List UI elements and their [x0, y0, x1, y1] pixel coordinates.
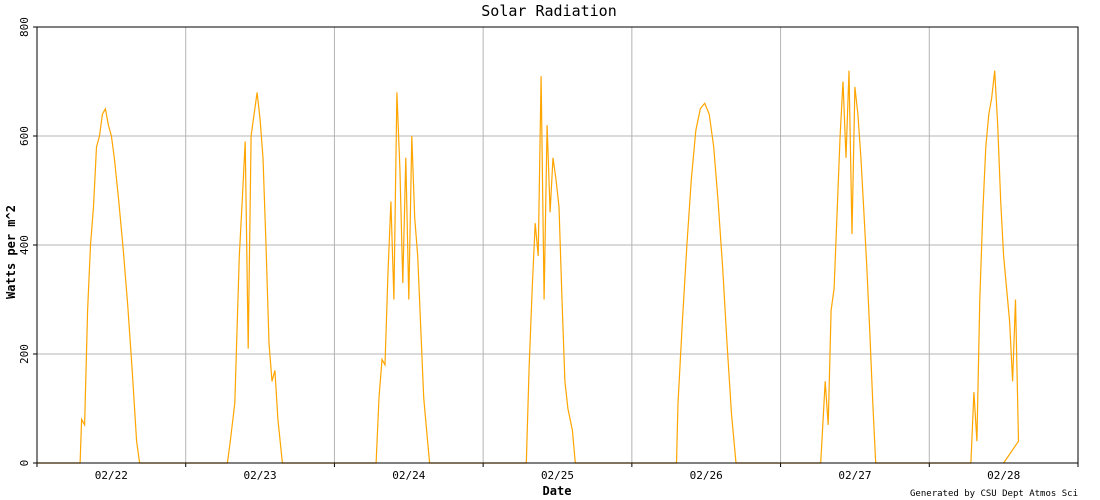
- chart-title: Solar Radiation: [481, 2, 616, 20]
- y-ticks: 0 200 400 600 800: [18, 17, 37, 466]
- x-tick-label: 02/24: [392, 469, 425, 482]
- x-tick-label: 02/28: [987, 469, 1020, 482]
- y-axis-label: Watts per m^2: [4, 205, 18, 299]
- plot-frame: [36, 26, 1079, 464]
- y-tick-label: 600: [18, 126, 31, 146]
- grid-lines: [37, 27, 1078, 463]
- x-ticks: 02/22 02/23 02/24 02/25 02/26 02/27 02/28: [36, 463, 1079, 482]
- x-tick-label: 02/27: [838, 469, 871, 482]
- y-tick-label: 200: [18, 344, 31, 364]
- series-group: [37, 70, 1020, 464]
- x-tick-label: 02/26: [690, 469, 723, 482]
- solar-radiation-series-line: [37, 70, 1020, 464]
- x-tick-label: 02/22: [95, 469, 128, 482]
- y-tick-label: 800: [18, 17, 31, 37]
- generated-by-footer: Generated by CSU Dept Atmos Sci: [910, 489, 1078, 499]
- y-tick-label: 400: [18, 235, 31, 255]
- y-tick-label: 0: [18, 460, 31, 467]
- x-tick-label: 02/23: [244, 469, 277, 482]
- x-tick-label: 02/25: [541, 469, 574, 482]
- x-axis-label: Date: [543, 484, 572, 498]
